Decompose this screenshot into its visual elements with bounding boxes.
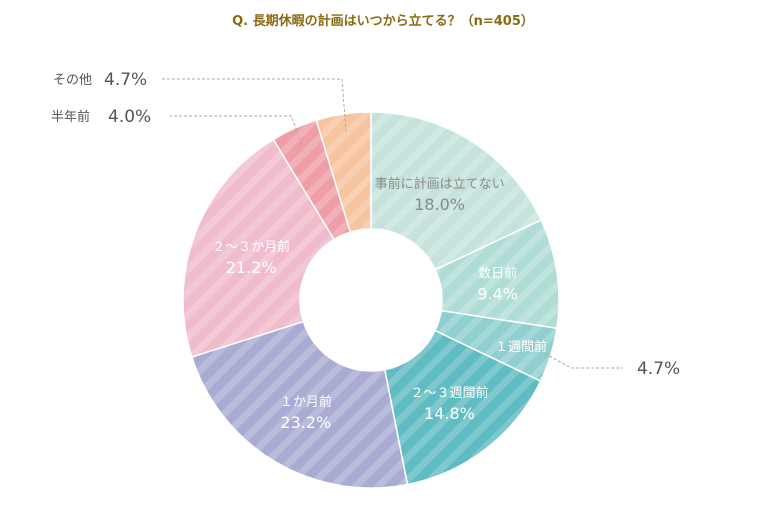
slice-3-leader-line — [544, 353, 623, 369]
slice-8-leader-line — [162, 78, 347, 132]
slice-1-value-label: 18.0% — [414, 195, 465, 214]
slice-8-category-label: その他 — [53, 73, 92, 88]
slice-7-value-label: 4.0% — [108, 107, 151, 127]
slice-7-leader-line — [170, 115, 303, 146]
slice-4-value-label: 14.8% — [424, 404, 475, 423]
slice-6-value-label: 21.2% — [226, 258, 277, 277]
slice-5-stripes — [191, 321, 408, 488]
slice-6-category-label: ２～３か月前 — [212, 239, 290, 255]
slice-8-stripes — [316, 112, 371, 233]
slice-6-stripes — [183, 139, 335, 357]
slice-3-stripes — [435, 310, 557, 382]
chart-title: Q. 長期休暇の計画はいつから立てる？（n=405） — [232, 14, 534, 29]
slice-4-stripes — [384, 330, 541, 485]
slice-7-category-label: 半年前 — [51, 109, 90, 125]
slice-2-stripes — [435, 219, 559, 329]
slice-8-value-label: 4.7% — [104, 70, 147, 90]
slice-2-category-label: 数日前 — [478, 266, 517, 282]
slice-3-category-label: １週間前 — [495, 339, 547, 355]
slice-5-category-label: １か月前 — [280, 394, 332, 410]
slice-2-value-label: 9.4% — [477, 285, 518, 304]
slice-5-value-label: 23.2% — [280, 413, 331, 432]
slice-1-category-label: 事前に計画は立てない — [375, 176, 505, 192]
slice-7-stripes — [273, 120, 351, 240]
slice-3-value-label: 4.7% — [637, 359, 680, 379]
slice-1-stripes — [371, 112, 542, 270]
slice-4-category-label: ２～３週間前 — [410, 385, 488, 401]
